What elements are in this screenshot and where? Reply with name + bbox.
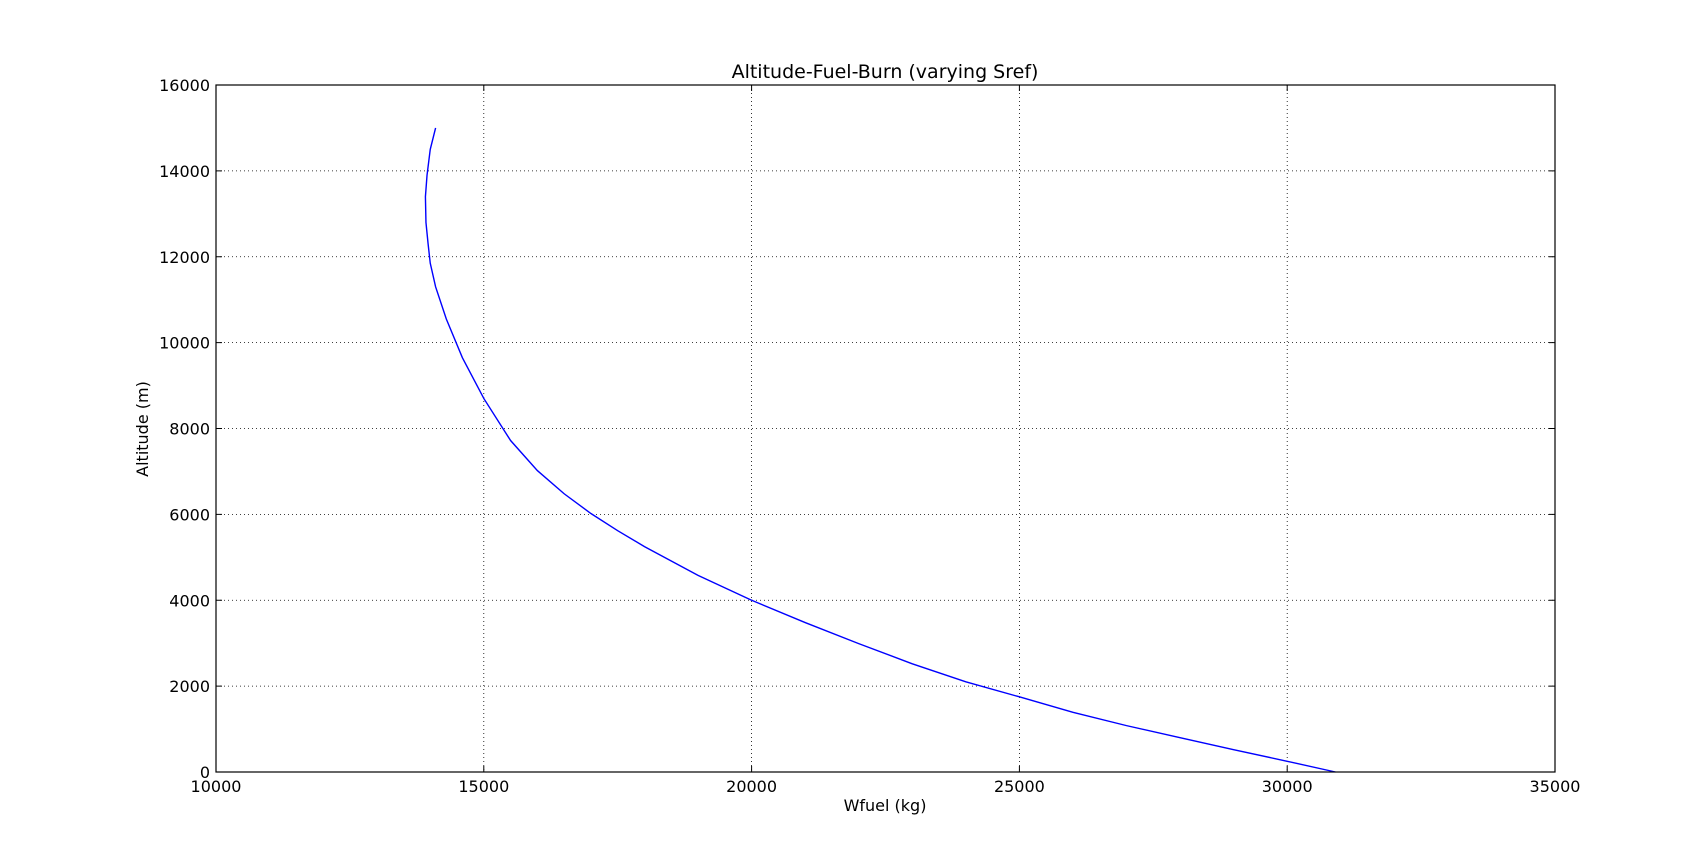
y-tick-label: 0 <box>200 763 210 782</box>
series-line <box>424 127 1336 773</box>
y-axis-title: Altitude (m) <box>133 381 152 477</box>
x-tick-label: 30000 <box>1262 777 1313 796</box>
y-tick-label: 14000 <box>159 162 210 181</box>
y-tick-label: 10000 <box>159 334 210 353</box>
x-tick-label: 15000 <box>458 777 509 796</box>
x-tick-label: 25000 <box>994 777 1045 796</box>
x-axis-title: Wfuel (kg) <box>844 796 927 815</box>
y-tick-label: 2000 <box>169 677 210 696</box>
x-axis-tick-labels: 10000 15000 20000 25000 30000 35000 <box>191 777 1581 796</box>
y-axis-tick-labels: 0 2000 4000 6000 8000 10000 12000 14000 16000 <box>159 76 210 782</box>
y-tick-label: 6000 <box>169 505 210 524</box>
y-tick-label: 16000 <box>159 76 210 95</box>
y-tick-label: 8000 <box>169 420 210 439</box>
plot-area-frame <box>215 84 1556 773</box>
x-tick-label: 10000 <box>191 777 242 796</box>
y-tick-label: 12000 <box>159 248 210 267</box>
grid-lines <box>216 85 1555 772</box>
y-tick-label: 4000 <box>169 591 210 610</box>
chart-title: Altitude-Fuel-Burn (varying Sref) <box>732 61 1039 83</box>
x-tick-label: 20000 <box>726 777 777 796</box>
x-tick-label: 35000 <box>1530 777 1581 796</box>
